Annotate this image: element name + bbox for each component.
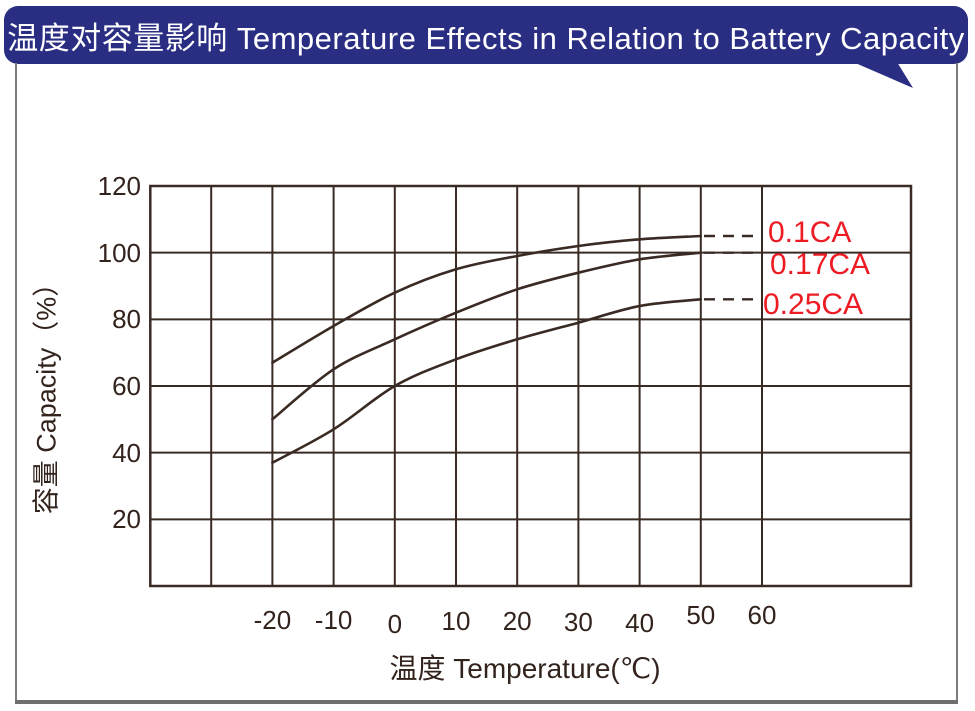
x-tick-label-0: 0 — [387, 609, 403, 639]
series-label-0.25CA: 0.25CA — [763, 288, 864, 322]
y-tick-label-80: 80 — [112, 304, 141, 335]
x-axis-title: 温度 Temperature(℃) — [389, 653, 661, 684]
y-tick-label-120: 120 — [97, 171, 141, 201]
x-tick-label-40: 40 — [625, 608, 655, 638]
banner-title: 温度对容量影响 Temperature Effects in Relation … — [7, 20, 965, 56]
page-border-right — [956, 63, 958, 704]
x-tick-label-50: 50 — [686, 600, 716, 630]
plot-border — [149, 184, 913, 588]
page-border-left — [15, 63, 17, 704]
x-tick-label--10: -10 — [314, 605, 353, 635]
banner: 温度对容量影响 Temperature Effects in Relation … — [4, 6, 968, 64]
curve-0.1CA — [271, 234, 703, 364]
y-tick-label-60: 60 — [112, 371, 141, 401]
y-axis-title: 容量 Capacity（%） — [31, 269, 62, 515]
curve-0.25CA — [271, 298, 703, 464]
x-tick-label-30: 30 — [563, 607, 593, 637]
x-tick-label-60: 60 — [747, 600, 777, 630]
page-border-bottom — [15, 700, 958, 704]
series-label-0.17CA: 0.17CA — [770, 247, 871, 281]
curve-0.17CA — [271, 251, 703, 421]
series-label-0.1CA: 0.1CA — [768, 216, 852, 249]
x-tick-label-10: 10 — [441, 606, 471, 636]
x-tick-label-20: 20 — [502, 606, 532, 636]
x-tick-label--20: -20 — [253, 605, 292, 635]
y-tick-label-100: 100 — [97, 237, 141, 268]
y-tick-label-20: 20 — [112, 504, 141, 535]
banner-tail-icon — [853, 62, 913, 88]
y-tick-label-40: 40 — [112, 437, 141, 468]
